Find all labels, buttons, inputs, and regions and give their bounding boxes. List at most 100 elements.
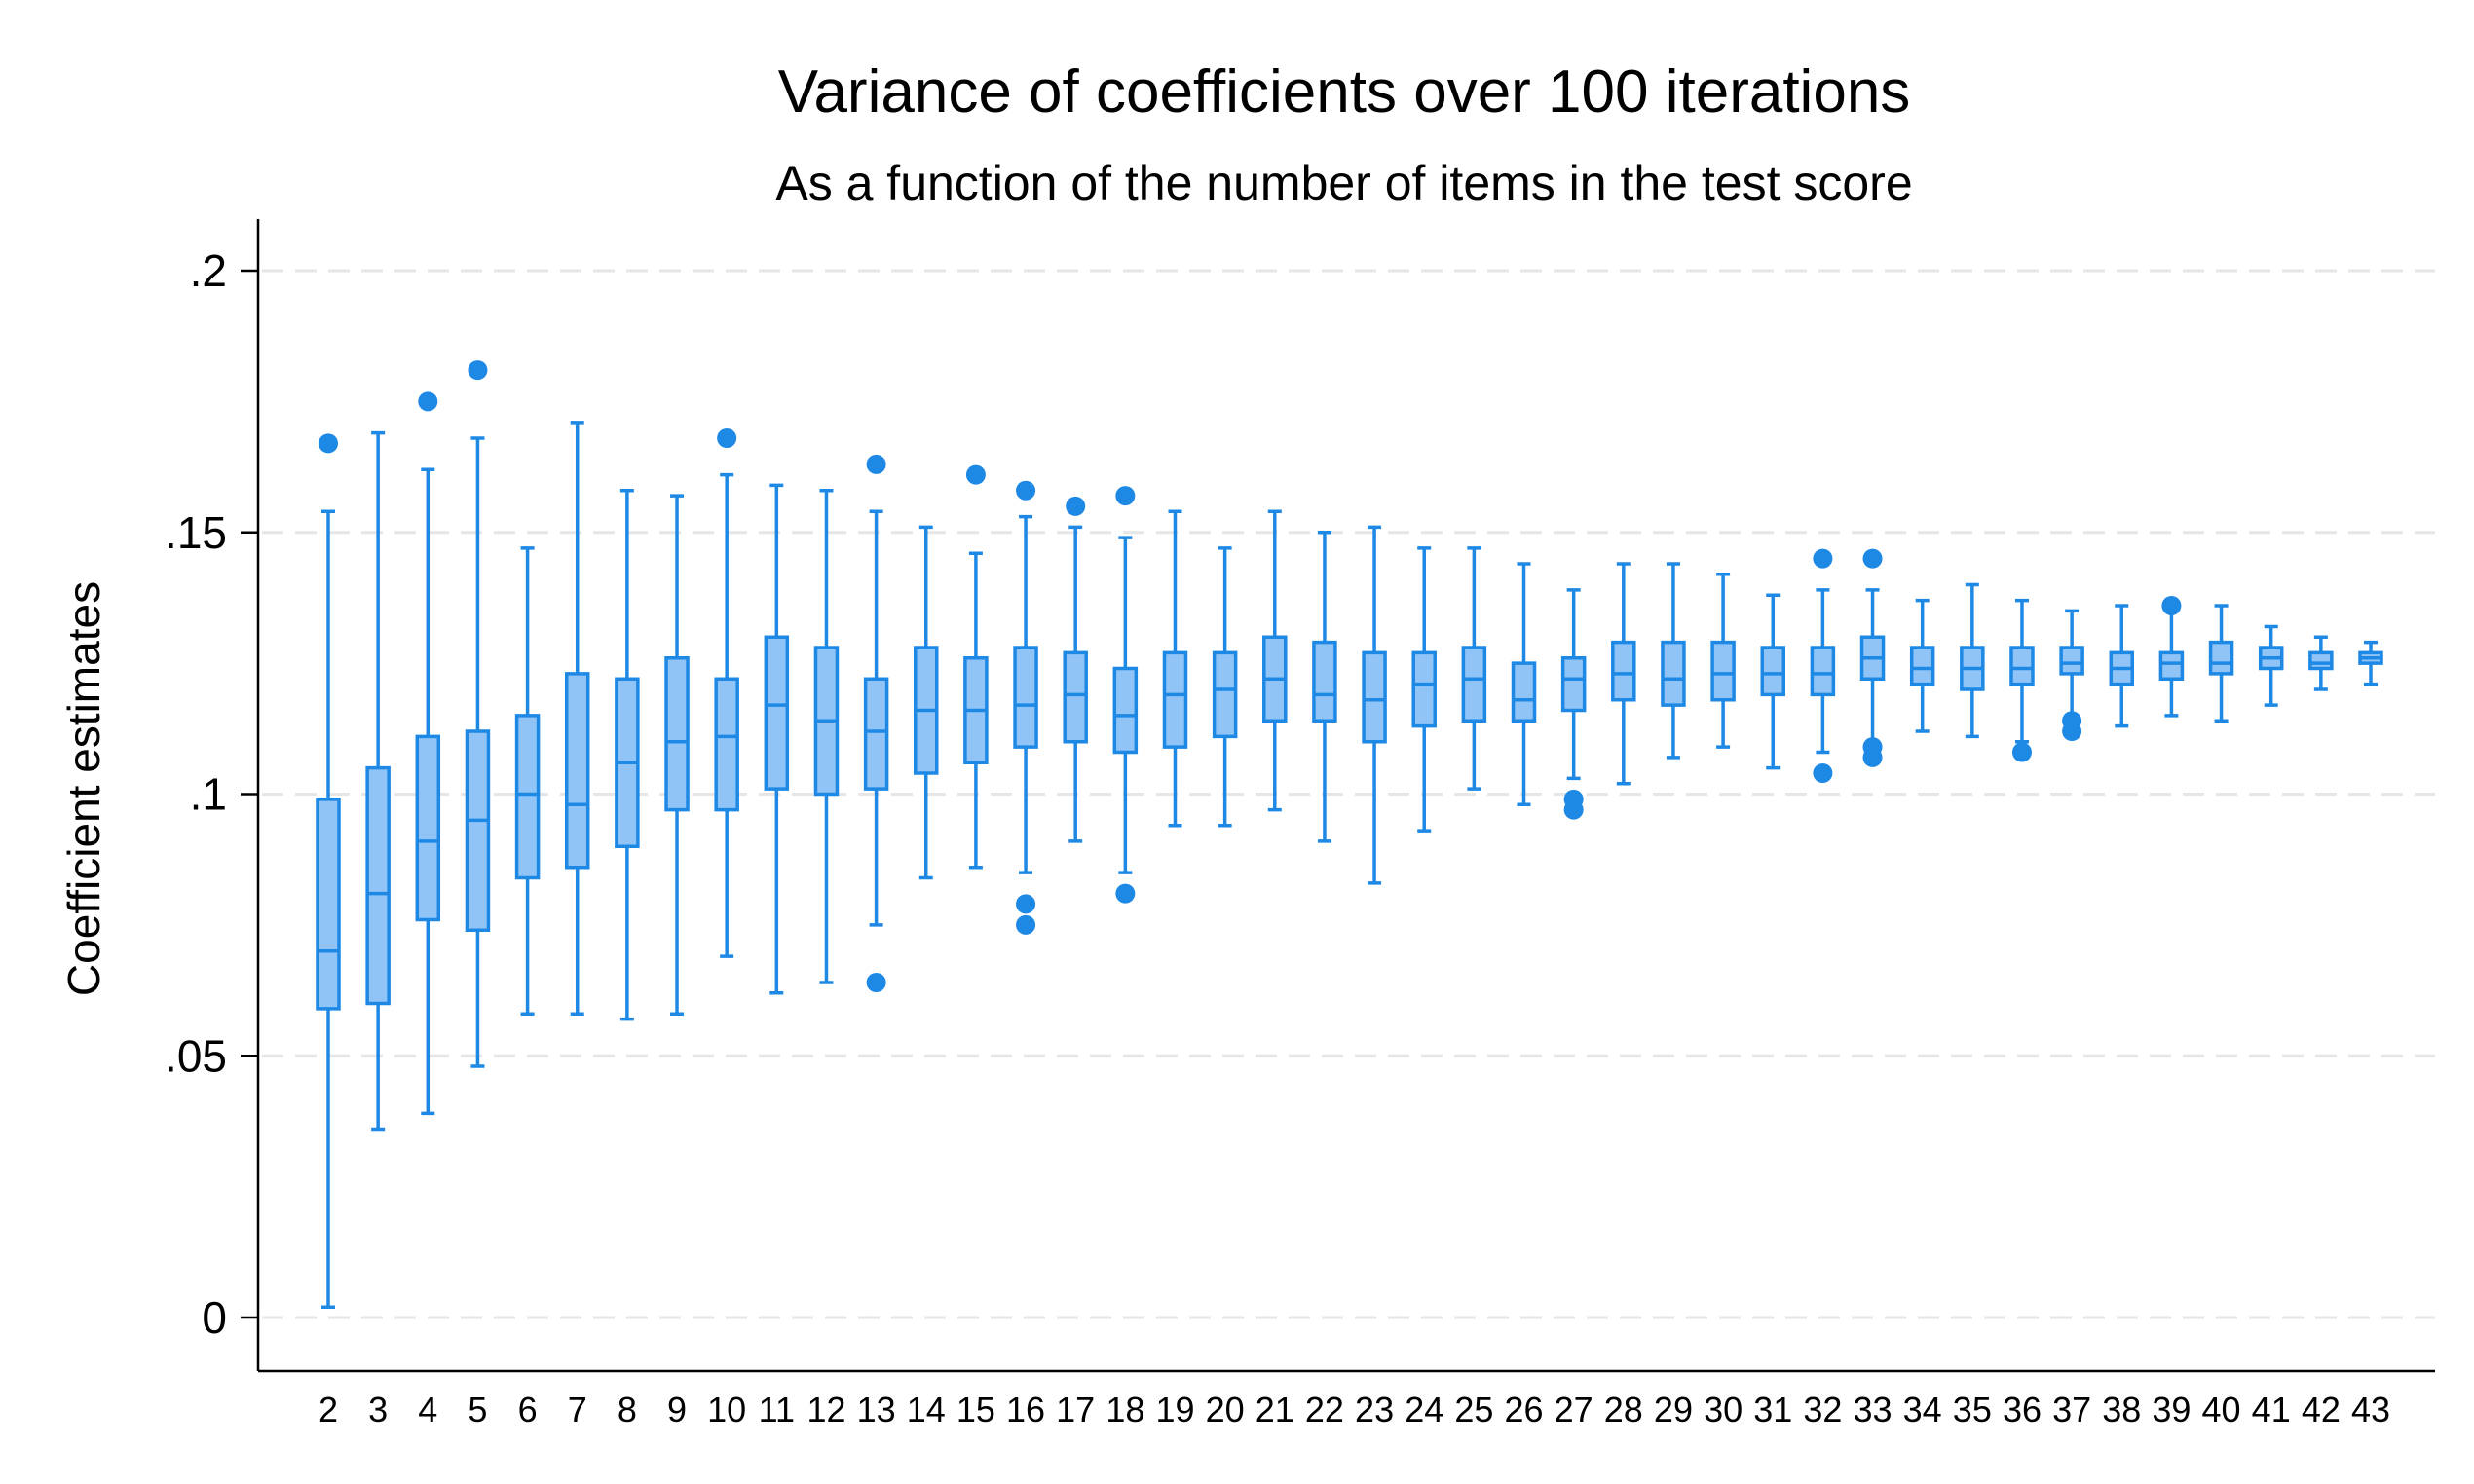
box-iqr <box>365 765 391 1006</box>
box-group <box>2208 604 2234 723</box>
outlier-point <box>1016 914 1036 935</box>
box-iqr <box>1760 646 1785 697</box>
outlier-point <box>2011 742 2032 762</box>
box-group <box>514 546 541 1016</box>
box-group <box>863 454 889 992</box>
box-group <box>714 428 739 958</box>
x-tick-label: 25 <box>1454 1390 1493 1429</box>
x-tick-label: 26 <box>1504 1390 1543 1429</box>
box-iqr <box>863 677 889 791</box>
y-tick-label: .2 <box>190 245 227 296</box>
box-iqr <box>1710 640 1736 702</box>
x-tick-label: 7 <box>568 1390 587 1429</box>
outlier-point <box>1016 894 1036 914</box>
x-tick-label: 34 <box>1903 1390 1942 1429</box>
box-group <box>1112 486 1139 904</box>
x-tick-label: 37 <box>2052 1390 2091 1429</box>
x-tick-label: 8 <box>618 1390 637 1429</box>
box-iqr <box>2208 640 2234 676</box>
chart-subtitle: As a function of the number of items in … <box>775 156 1912 210</box>
x-tick-label: 11 <box>759 1390 795 1429</box>
x-tick-label: 23 <box>1355 1390 1394 1429</box>
x-tick-label: 18 <box>1106 1390 1144 1429</box>
box-group <box>1810 548 1836 783</box>
box-iqr <box>2059 646 2084 676</box>
box-iqr <box>764 635 790 791</box>
x-tick-label: 12 <box>806 1390 845 1429</box>
outlier-point <box>1115 486 1136 506</box>
outlier-point <box>1813 548 1833 569</box>
outlier-point <box>1115 883 1136 904</box>
box-group <box>1960 582 1985 739</box>
x-tick-label: 36 <box>2003 1390 2042 1429</box>
x-tick-label: 22 <box>1305 1390 1344 1429</box>
x-tick-label: 41 <box>2252 1390 2291 1429</box>
outlier-point <box>2062 722 2082 741</box>
box-group <box>1312 531 1337 843</box>
outlier-point <box>418 391 438 412</box>
x-tick-label: 38 <box>2102 1390 2141 1429</box>
box-iqr <box>2308 650 2334 671</box>
box-group <box>1063 496 1088 843</box>
outlier-point <box>1862 548 1883 569</box>
y-tick-label: .15 <box>165 507 227 558</box>
box-group <box>963 464 989 870</box>
x-tick-label: 31 <box>1753 1390 1792 1429</box>
box-iqr <box>1611 640 1636 702</box>
box-group <box>764 483 790 995</box>
box-group <box>615 489 640 1021</box>
box-iqr <box>1013 646 1038 749</box>
box-group <box>1162 509 1188 828</box>
outlier-point <box>965 464 986 485</box>
box-group <box>2109 604 2135 728</box>
x-tick-label: 39 <box>2152 1390 2191 1429</box>
box-group <box>1710 573 1736 749</box>
box-iqr <box>1063 650 1088 744</box>
box-group <box>2358 640 2383 686</box>
x-tick-label: 3 <box>368 1390 388 1429</box>
box-group <box>664 494 690 1016</box>
box-iqr <box>1810 646 1836 697</box>
box-iqr <box>1112 666 1139 755</box>
x-tick-label: 21 <box>1256 1390 1294 1429</box>
box-iqr <box>1312 640 1337 723</box>
box-group <box>2258 624 2284 707</box>
box-group <box>1362 525 1387 885</box>
box-group <box>1511 562 1537 806</box>
box-group <box>1859 548 1886 767</box>
outlier-point <box>866 973 886 992</box>
box-group <box>564 421 590 1016</box>
outlier-point <box>1016 480 1036 501</box>
x-tick-label: 13 <box>857 1390 896 1429</box>
y-axis-label: Coefficient estimates <box>58 581 109 996</box>
box-iqr <box>2158 650 2185 681</box>
box-iqr <box>2009 646 2035 686</box>
y-tick-label: 0 <box>202 1292 227 1343</box>
x-tick-label: 9 <box>667 1390 687 1429</box>
box-iqr <box>465 729 491 932</box>
x-tick-label: 10 <box>707 1390 746 1429</box>
box-group <box>415 391 441 1116</box>
box-iqr <box>316 798 341 1011</box>
box-group <box>316 433 341 1309</box>
box-group <box>2308 635 2334 691</box>
x-tick-label: 29 <box>1654 1390 1693 1429</box>
x-tick-label: 24 <box>1405 1390 1443 1429</box>
x-tick-label: 15 <box>956 1390 995 1429</box>
outlier-point <box>1066 496 1086 516</box>
box-iqr <box>1461 646 1487 723</box>
box-iqr <box>564 672 590 870</box>
x-tick-label: 42 <box>2302 1390 2341 1429</box>
x-tick-label: 33 <box>1854 1390 1893 1429</box>
x-ticks: 2 3 4 5 6 7 8 9 10 11 12 13 14 15 16 17 18 19 20 21 22 23 24 25… <box>319 1390 2390 1429</box>
x-tick-label: 4 <box>418 1390 437 1429</box>
outlier-point <box>1563 799 1584 820</box>
box-iqr <box>714 677 739 812</box>
outlier-point <box>2161 596 2182 615</box>
box-group <box>1611 562 1636 786</box>
box-iqr <box>1362 650 1387 744</box>
x-tick-label: 16 <box>1006 1390 1045 1429</box>
box-group <box>914 525 939 880</box>
x-tick-label: 19 <box>1155 1390 1194 1429</box>
box-group <box>365 430 391 1132</box>
